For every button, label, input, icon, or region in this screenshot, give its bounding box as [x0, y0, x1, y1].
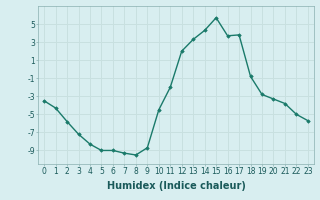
- X-axis label: Humidex (Indice chaleur): Humidex (Indice chaleur): [107, 181, 245, 191]
